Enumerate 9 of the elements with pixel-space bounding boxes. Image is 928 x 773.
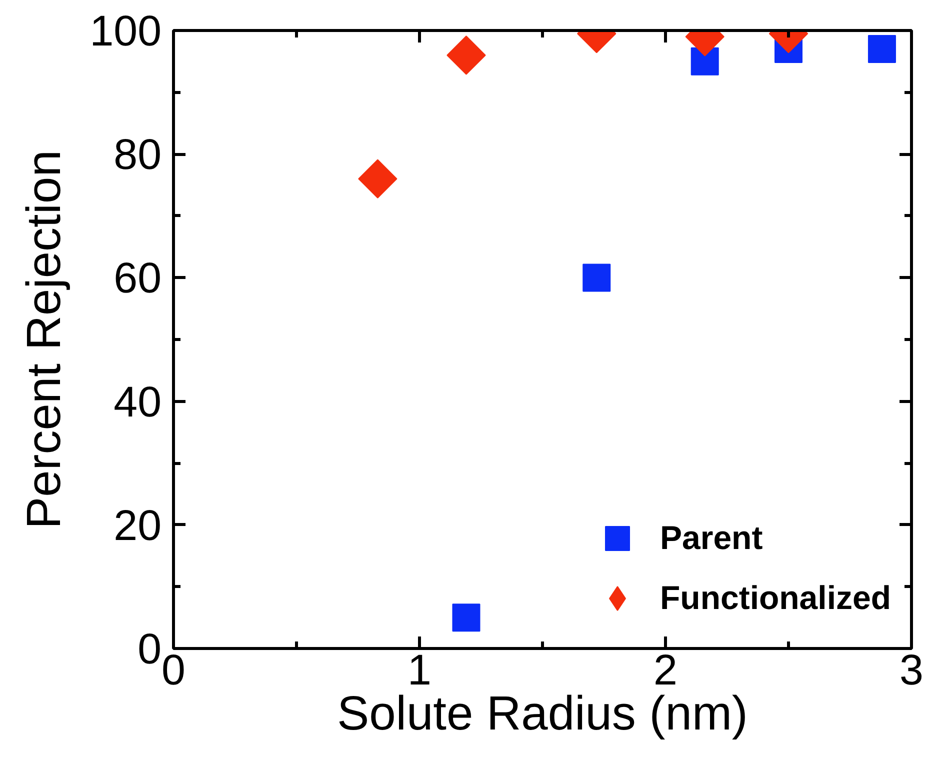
- legend-label: Parent: [660, 519, 763, 557]
- y-tick-label: 80: [114, 131, 162, 180]
- y-tick-label: 20: [114, 502, 162, 550]
- x-tick-label: 3: [900, 646, 924, 694]
- legend-label: Functionalized: [660, 579, 891, 617]
- y-tick-label: 60: [114, 254, 162, 303]
- y-tick-label: 100: [90, 8, 162, 56]
- y-axis-title: Percent Rejection: [18, 150, 71, 529]
- y-tick-label: 40: [114, 378, 162, 426]
